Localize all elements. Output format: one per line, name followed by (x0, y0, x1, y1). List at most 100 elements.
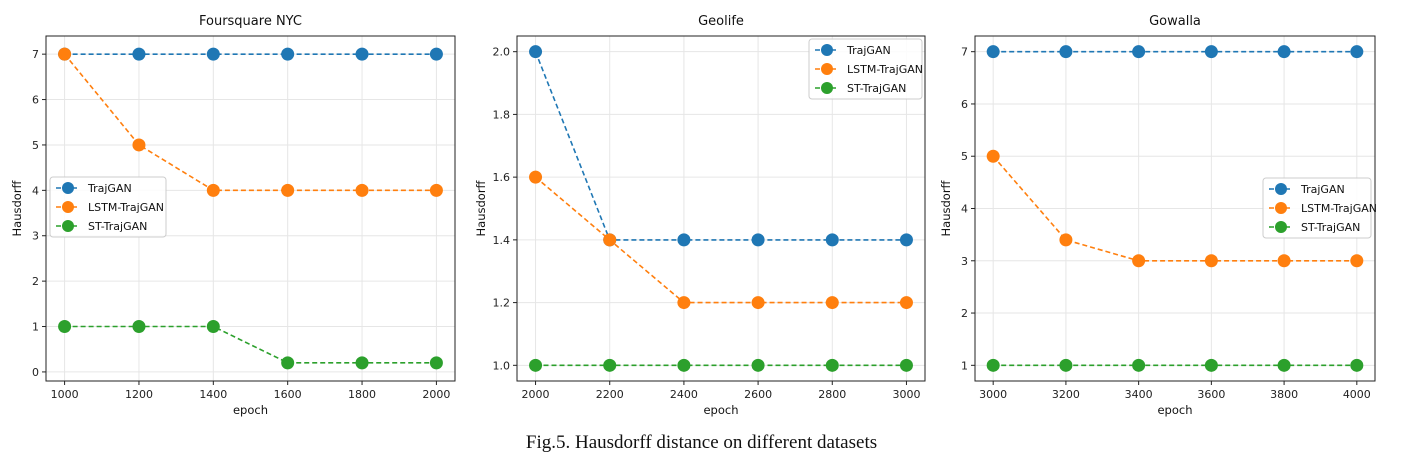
y-tick-label: 6 (961, 98, 968, 111)
y-tick-label: 1.4 (493, 234, 511, 247)
data-point-TrajGAN (1350, 45, 1364, 59)
data-point-TrajGAN (1132, 45, 1146, 59)
x-tick-label: 2800 (818, 388, 846, 401)
legend-label: TrajGAN (846, 44, 891, 57)
x-axis-label: epoch (1157, 403, 1192, 417)
data-point-TrajGAN (677, 233, 691, 247)
legend-marker (1275, 202, 1287, 214)
legend-label: LSTM-TrajGAN (88, 201, 164, 214)
data-point-TrajGAN (281, 47, 295, 61)
data-point-ST-TrajGAN (751, 358, 765, 372)
y-tick-label: 1.6 (493, 171, 511, 184)
x-tick-label: 3400 (1125, 388, 1153, 401)
data-point-LSTM-TrajGAN (603, 233, 617, 247)
data-point-LSTM-TrajGAN (132, 138, 146, 152)
x-tick-label: 3000 (979, 388, 1007, 401)
data-point-TrajGAN (986, 45, 1000, 59)
data-point-TrajGAN (1204, 45, 1218, 59)
data-point-TrajGAN (1277, 45, 1291, 59)
series-line-LSTM-TrajGAN (534, 176, 907, 304)
y-tick-label: 6 (32, 94, 39, 107)
data-point-ST-TrajGAN (677, 358, 691, 372)
data-point-ST-TrajGAN (1277, 358, 1291, 372)
data-point-TrajGAN (825, 233, 839, 247)
x-tick-label: 1000 (51, 388, 79, 401)
legend-box (49, 176, 167, 238)
x-tick-label: 1400 (199, 388, 227, 401)
axes-frame (516, 35, 926, 382)
data-point-ST-TrajGAN (899, 358, 913, 372)
x-tick-label: 2000 (422, 388, 450, 401)
x-tick-label: 2600 (744, 388, 772, 401)
data-point-ST-TrajGAN (603, 358, 617, 372)
y-tick-label: 1.2 (493, 297, 511, 310)
data-point-ST-TrajGAN (1350, 358, 1364, 372)
data-point-ST-TrajGAN (281, 356, 295, 370)
data-point-LSTM-TrajGAN (1132, 254, 1146, 268)
data-point-ST-TrajGAN (58, 320, 72, 334)
y-tick-label: 3 (961, 255, 968, 268)
x-tick-label: 3600 (1197, 388, 1225, 401)
y-tick-label: 1.8 (493, 108, 511, 121)
data-point-LSTM-TrajGAN (1277, 254, 1291, 268)
x-tick-label: 3000 (892, 388, 920, 401)
legend-label: TrajGAN (87, 182, 132, 195)
legend-label: LSTM-TrajGAN (847, 63, 923, 76)
data-point-LSTM-TrajGAN (677, 296, 691, 310)
legend-label: TrajGAN (1300, 183, 1345, 196)
x-tick-label: 2200 (596, 388, 624, 401)
data-point-ST-TrajGAN (355, 356, 369, 370)
legend-label: ST-TrajGAN (1301, 221, 1360, 234)
y-axis-label: Hausdorff (939, 179, 953, 236)
chart-title: Foursquare NYC (199, 14, 302, 29)
data-point-ST-TrajGAN (1059, 358, 1073, 372)
data-point-LSTM-TrajGAN (58, 47, 72, 61)
x-axis-label: epoch (703, 403, 738, 417)
data-point-TrajGAN (429, 47, 443, 61)
legend-box (1262, 177, 1372, 239)
data-point-TrajGAN (899, 233, 913, 247)
legend-box (808, 38, 923, 100)
chart-title: Gowalla (1149, 14, 1201, 29)
data-point-LSTM-TrajGAN (751, 296, 765, 310)
y-axis-label: Hausdorff (10, 179, 24, 236)
y-tick-label: 5 (32, 139, 39, 152)
x-tick-label: 1800 (348, 388, 376, 401)
chart-panel-2: 2000 2200 2400 2600 2800 3000 1.0 1.2 1.4 1.6 1.8 2… (474, 14, 926, 417)
legend-marker (1275, 183, 1287, 195)
chart-panel-1: 1000 1200 1400 1600 1800 2000 0 1 2 3 4 5 6 7 Foursqua… (10, 14, 456, 417)
y-tick-label: 2.0 (493, 46, 511, 59)
x-tick-label: 1200 (125, 388, 153, 401)
data-point-ST-TrajGAN (206, 320, 220, 334)
x-tick-label: 1600 (274, 388, 302, 401)
y-tick-label: 7 (961, 46, 968, 59)
y-tick-label: 1 (961, 359, 968, 372)
x-tick-label: 3200 (1052, 388, 1080, 401)
legend-label: ST-TrajGAN (88, 220, 147, 233)
data-point-TrajGAN (1059, 45, 1073, 59)
y-tick-label: 4 (961, 203, 968, 216)
y-tick-label: 1 (32, 321, 39, 334)
data-point-LSTM-TrajGAN (1059, 233, 1073, 247)
legend-marker (821, 63, 833, 75)
data-point-LSTM-TrajGAN (899, 296, 913, 310)
y-axis-label: Hausdorff (474, 179, 488, 236)
data-point-ST-TrajGAN (1204, 358, 1218, 372)
data-point-TrajGAN (751, 233, 765, 247)
figure: 1000 1200 1400 1600 1800 2000 0 1 2 3 4 5 6 7 Foursqua… (10, 14, 1377, 417)
x-tick-label: 2000 (522, 388, 550, 401)
data-point-LSTM-TrajGAN (986, 149, 1000, 163)
x-tick-label: 4000 (1343, 388, 1371, 401)
data-point-ST-TrajGAN (132, 320, 146, 334)
y-tick-label: 1.0 (493, 359, 511, 372)
data-point-LSTM-TrajGAN (355, 183, 369, 197)
data-point-LSTM-TrajGAN (281, 183, 295, 197)
legend-marker (821, 44, 833, 56)
y-tick-label: 3 (32, 230, 39, 243)
data-point-TrajGAN (355, 47, 369, 61)
data-point-LSTM-TrajGAN (1204, 254, 1218, 268)
y-tick-label: 2 (32, 275, 39, 288)
data-point-ST-TrajGAN (429, 356, 443, 370)
legend-marker (62, 182, 74, 194)
y-tick-label: 5 (961, 150, 968, 163)
